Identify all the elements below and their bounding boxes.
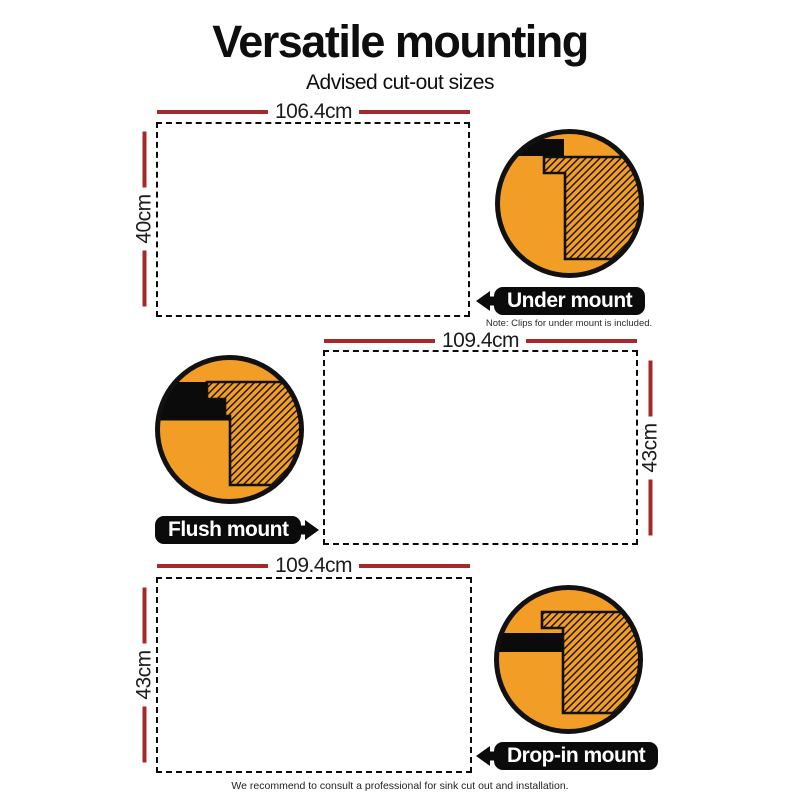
under-mount-note: Note: Clips for under mount is included. xyxy=(485,318,653,329)
dimension-line xyxy=(142,250,147,307)
under-mount-label: Under mount xyxy=(476,287,646,315)
page-title: Versatile mounting xyxy=(212,16,589,67)
dimension-line xyxy=(142,587,147,644)
arrow-left-icon xyxy=(476,291,498,311)
dimension-value: 43cm xyxy=(638,423,662,473)
dimension-line xyxy=(648,360,653,417)
dimension-line xyxy=(648,479,653,536)
under-mount-height-dimension: 40cm xyxy=(132,131,156,307)
dimension-line xyxy=(142,131,147,188)
dimension-line xyxy=(142,706,147,763)
drop-in-mount-cross-section-icon xyxy=(494,585,643,734)
dimension-line xyxy=(157,110,268,114)
mount-label-pill: Drop-in mount xyxy=(494,742,659,770)
flush-mount-width-dimension: 109.4cm xyxy=(324,329,638,352)
dimension-line xyxy=(359,110,471,114)
under-mount-width-dimension: 106.4cm xyxy=(157,100,471,123)
flush-mount-cross-section-icon xyxy=(155,355,304,504)
dimension-value: 43cm xyxy=(132,650,156,700)
dimension-value: 106.4cm xyxy=(274,100,353,123)
under-mount-cross-section-icon xyxy=(495,129,644,278)
mount-label-pill: Under mount xyxy=(494,287,646,315)
arrow-left-icon xyxy=(476,746,498,766)
dimension-value: 109.4cm xyxy=(274,554,353,577)
drop-in-mount-height-dimension: 43cm xyxy=(132,587,156,763)
dimension-line xyxy=(324,339,435,343)
dimension-value: 40cm xyxy=(132,194,156,244)
dimension-line xyxy=(157,564,268,568)
drop-in-mount-cutout-rect xyxy=(156,577,472,773)
page-subtitle: Advised cut-out sizes xyxy=(306,71,494,94)
drop-in-mount-label: Drop-in mount xyxy=(476,742,659,770)
drop-in-mount-width-dimension: 109.4cm xyxy=(157,554,471,577)
dimension-line xyxy=(359,564,471,568)
flush-mount-height-dimension: 43cm xyxy=(638,360,662,536)
mount-label-pill: Flush mount xyxy=(155,516,302,544)
flush-mount-cutout-rect xyxy=(323,350,638,545)
dimension-value: 109.4cm xyxy=(441,329,520,352)
flush-mount-label: Flush mount xyxy=(155,516,320,544)
footer-note: We recommend to consult a professional f… xyxy=(231,780,569,792)
under-mount-cutout-rect xyxy=(156,122,470,317)
arrow-right-icon xyxy=(297,520,320,540)
dimension-line xyxy=(526,339,638,343)
